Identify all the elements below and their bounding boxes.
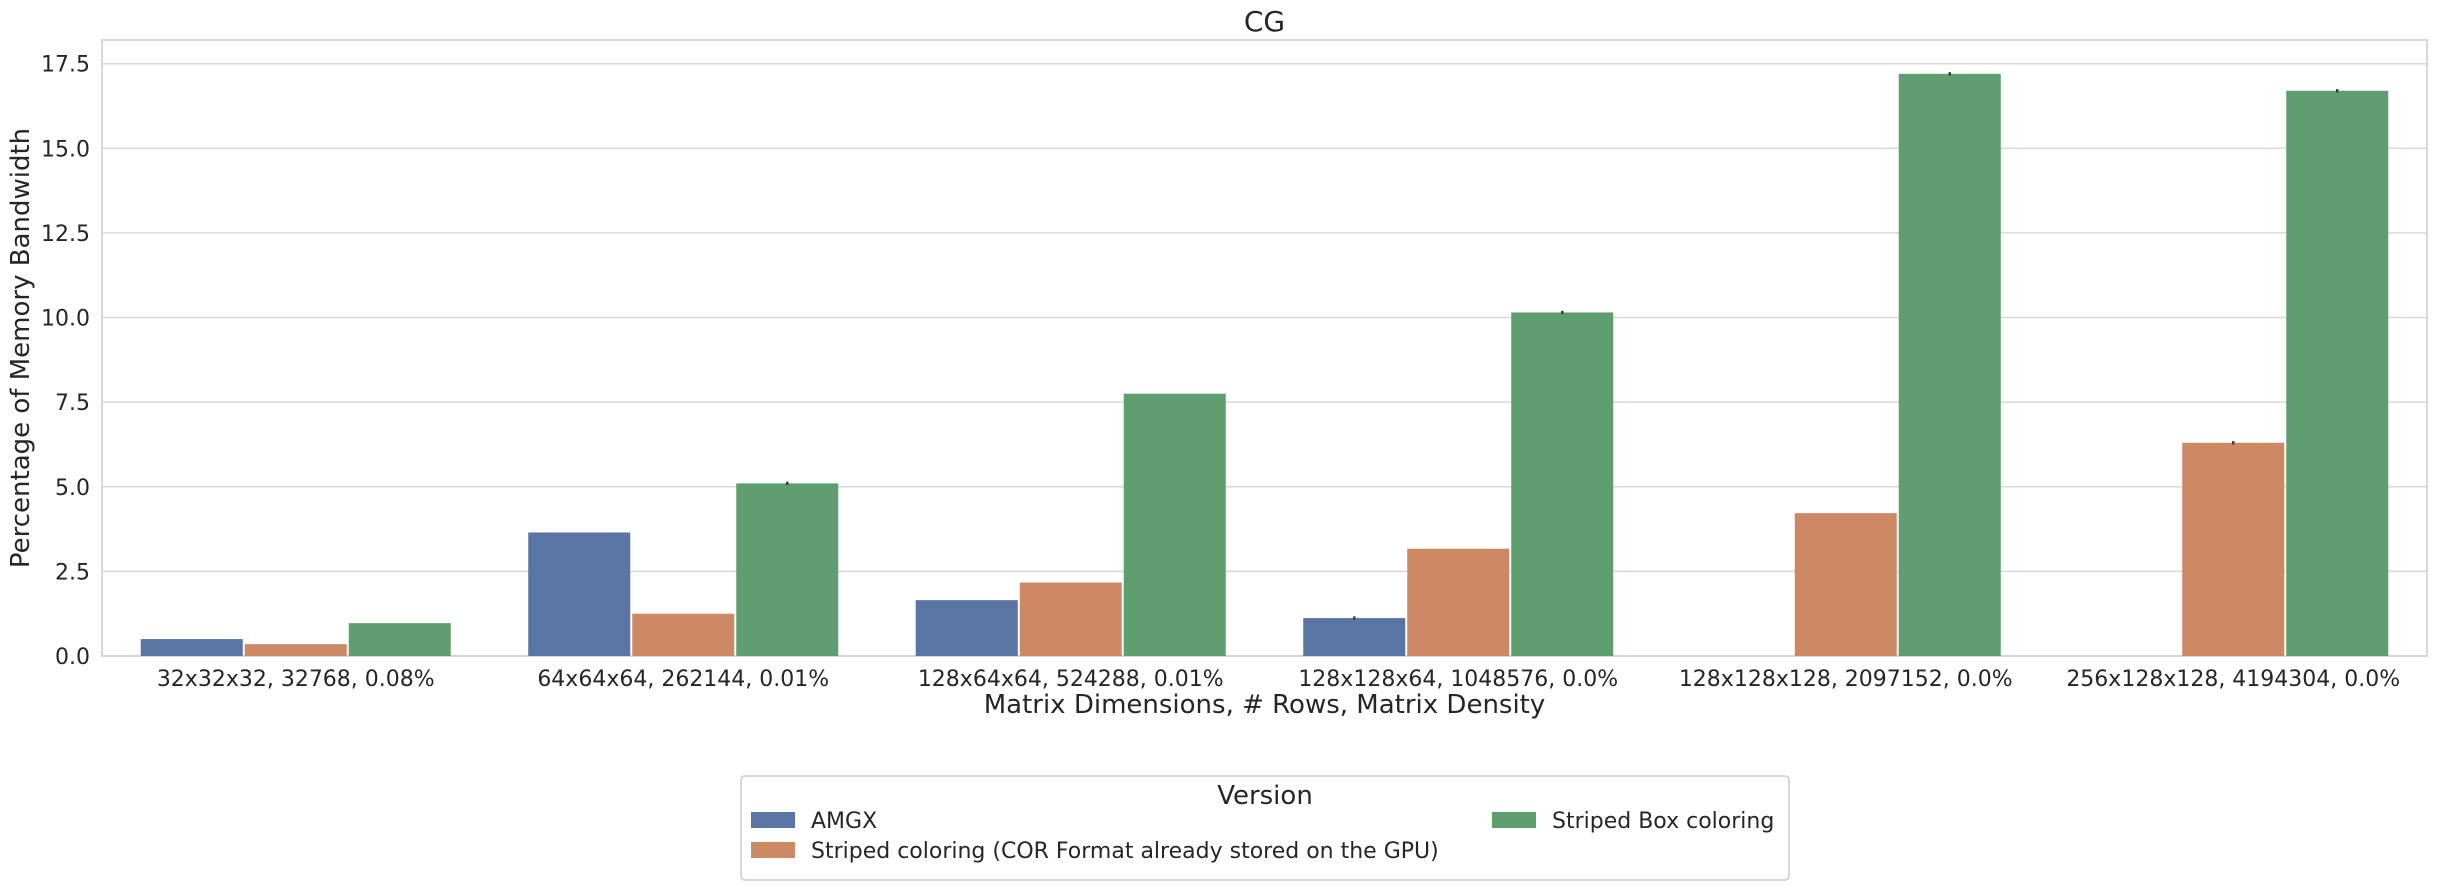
bar — [2182, 442, 2285, 656]
bar — [1407, 548, 1510, 656]
legend-swatch — [1492, 812, 1536, 828]
bar — [140, 639, 243, 656]
legend-label: Striped coloring (COR Format already sto… — [811, 839, 1439, 864]
x-axis-tick-labels: 32x32x32, 32768, 0.08% 64x64x64, 262144, … — [157, 667, 2400, 692]
x-axis-label: Matrix Dimensions, # Rows, Matrix Densit… — [984, 690, 1546, 720]
bar — [1303, 618, 1406, 656]
x-tick-label: 128x64x64, 524288, 0.01% — [918, 667, 1224, 692]
x-tick-label: 128x128x128, 2097152, 0.0% — [1679, 667, 2013, 692]
bar — [2286, 90, 2389, 657]
x-tick-label: 256x128x128, 4194304, 0.0% — [2066, 667, 2400, 692]
bar — [244, 644, 347, 656]
bar — [1123, 393, 1226, 656]
bars — [140, 72, 2389, 657]
y-tick-label: 7.5 — [55, 391, 90, 416]
plot-area-frame — [101, 39, 2428, 657]
chart-title: CG — [1244, 5, 1285, 38]
y-axis-tick-labels: 0.0 2.5 5.0 7.5 10.0 12.5 15.0 17.5 — [41, 53, 90, 670]
legend-swatch — [751, 842, 795, 858]
x-tick-label: 64x64x64, 262144, 0.01% — [537, 667, 829, 692]
bar — [1019, 582, 1122, 656]
y-tick-label: 5.0 — [55, 476, 90, 501]
y-tick-label: 12.5 — [41, 222, 90, 247]
y-tick-label: 17.5 — [41, 53, 90, 78]
y-tick-label: 10.0 — [41, 307, 90, 332]
legend-label: Striped Box coloring — [1552, 809, 1774, 834]
legend: Version AMGX Striped coloring (COR Format… — [740, 775, 1790, 881]
bar — [632, 613, 735, 656]
bar — [736, 483, 839, 656]
y-tick-label: 15.0 — [41, 137, 90, 162]
bar — [1794, 513, 1897, 656]
legend-swatch — [751, 812, 795, 828]
y-tick-label: 0.0 — [55, 645, 90, 670]
legend-title: Version — [1217, 781, 1313, 811]
bar — [1898, 73, 2001, 657]
bar — [915, 600, 1018, 656]
x-tick-label: 32x32x32, 32768, 0.08% — [157, 667, 435, 692]
bar — [528, 532, 631, 656]
gridlines — [102, 62, 2427, 657]
bar — [1511, 312, 1614, 656]
legend-box — [740, 775, 1790, 881]
legend-items: AMGX Striped coloring (COR Format already… — [751, 809, 1774, 864]
bar — [348, 623, 451, 656]
x-tick-label: 128x128x64, 1048576, 0.0% — [1298, 667, 1618, 692]
y-axis-label: Percentage of Memory Bandwidth — [6, 128, 36, 568]
y-tick-label: 2.5 — [55, 560, 90, 585]
legend-label: AMGX — [811, 809, 877, 834]
